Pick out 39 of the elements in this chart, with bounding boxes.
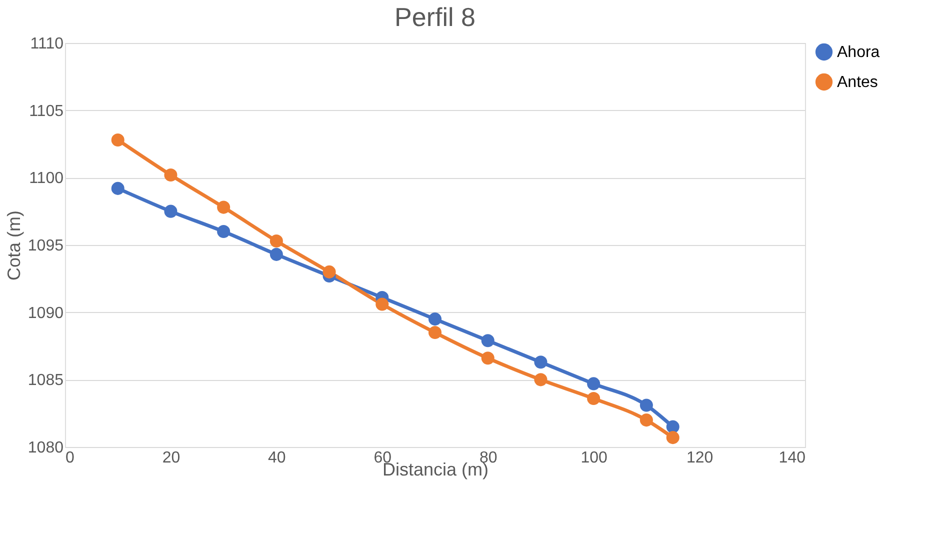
x-tick-label: 100 — [580, 450, 608, 466]
point — [534, 356, 548, 369]
legend-label: Antes — [837, 74, 878, 91]
point — [666, 431, 680, 444]
point — [217, 225, 230, 238]
point — [587, 392, 600, 406]
legend-label: Ahora — [837, 44, 880, 61]
point — [111, 133, 124, 146]
y-tick-label: 1090 — [28, 304, 64, 322]
point — [481, 334, 494, 348]
point — [640, 398, 653, 412]
y-tick-label: 1085 — [28, 372, 64, 390]
point — [111, 182, 124, 195]
x-tick-label: 20 — [162, 450, 180, 466]
x-tick-label: 40 — [268, 450, 286, 466]
x-tick-label: 120 — [686, 450, 714, 466]
x-tick-label: 0 — [66, 450, 74, 466]
point — [587, 377, 600, 390]
point — [322, 265, 336, 278]
chart-title: Perfil 8 — [394, 2, 476, 32]
point — [164, 168, 178, 182]
point — [376, 298, 389, 311]
point — [428, 312, 442, 326]
y-tick-label: 1105 — [29, 102, 64, 120]
y-tick-label: 1080 — [28, 440, 64, 456]
point — [666, 420, 680, 434]
point — [428, 326, 442, 340]
point — [217, 200, 230, 214]
x-tick-label: 140 — [778, 450, 806, 466]
point — [534, 373, 548, 386]
y-axis-title: Cota (m) — [4, 210, 24, 281]
y-tick-label: 1110 — [30, 36, 64, 52]
point — [640, 414, 653, 427]
y-tick-label: 1100 — [29, 170, 64, 188]
point — [270, 248, 283, 261]
point — [164, 204, 178, 218]
y-tick-label: 1095 — [28, 238, 64, 254]
point — [270, 234, 283, 248]
point — [481, 352, 494, 365]
